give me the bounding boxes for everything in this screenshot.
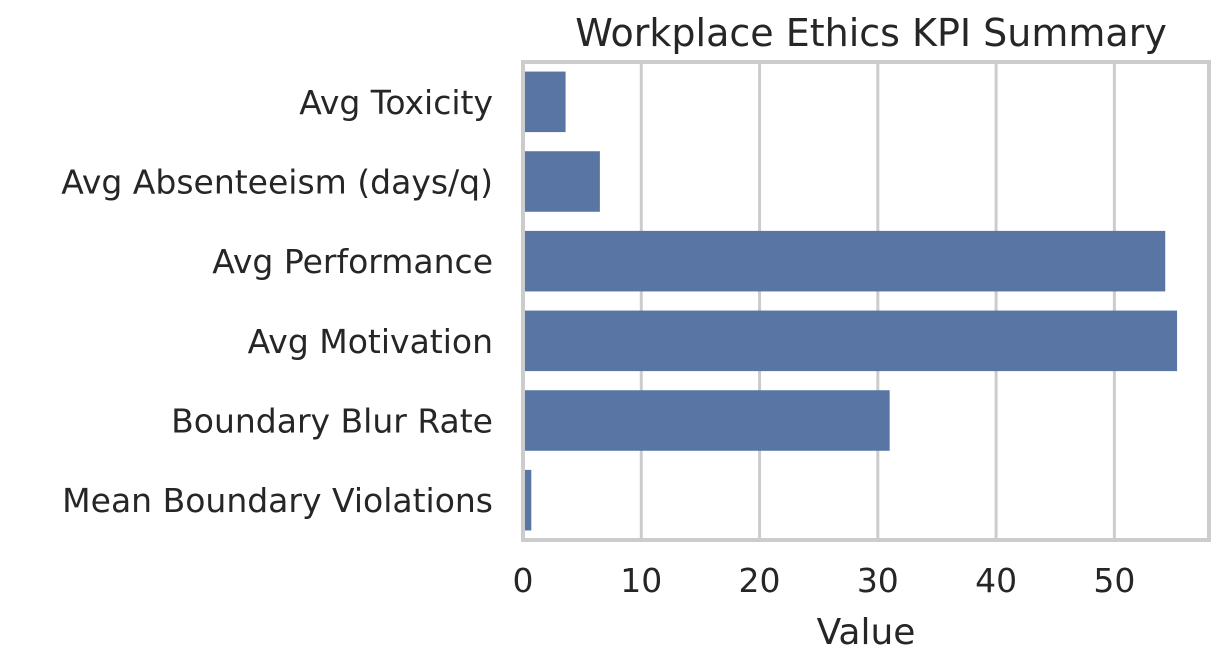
category-label: Avg Toxicity bbox=[299, 83, 493, 122]
category-label: Avg Motivation bbox=[248, 322, 493, 361]
category-labels: Avg Toxicity Avg Absenteeism (days/q) Avg … bbox=[61, 83, 493, 520]
x-tick-label: 10 bbox=[620, 561, 662, 600]
category-label: Boundary Blur Rate bbox=[171, 402, 493, 441]
bar bbox=[523, 469, 532, 531]
x-axis-title: Value bbox=[817, 612, 916, 653]
category-label: Avg Absenteeism (days/q) bbox=[61, 163, 493, 202]
bar bbox=[523, 310, 1178, 372]
x-tick-label: 40 bbox=[975, 561, 1017, 600]
category-label: Avg Performance bbox=[212, 242, 493, 281]
bar bbox=[523, 230, 1166, 292]
bars bbox=[523, 71, 1178, 531]
chart-title: Workplace Ethics KPI Summary bbox=[575, 11, 1167, 55]
x-tick-label: 30 bbox=[857, 561, 899, 600]
plot-frame bbox=[521, 60, 1211, 542]
bar bbox=[523, 390, 890, 451]
grid-lines bbox=[639, 62, 1116, 540]
x-tick-label: 20 bbox=[739, 561, 781, 600]
bar bbox=[523, 151, 600, 212]
x-tick-label: 0 bbox=[513, 561, 534, 600]
category-label: Mean Boundary Violations bbox=[62, 481, 493, 520]
x-tick-labels: 0 10 20 30 40 50 bbox=[513, 561, 1136, 600]
bar bbox=[523, 71, 566, 133]
x-tick-label: 50 bbox=[1093, 561, 1135, 600]
